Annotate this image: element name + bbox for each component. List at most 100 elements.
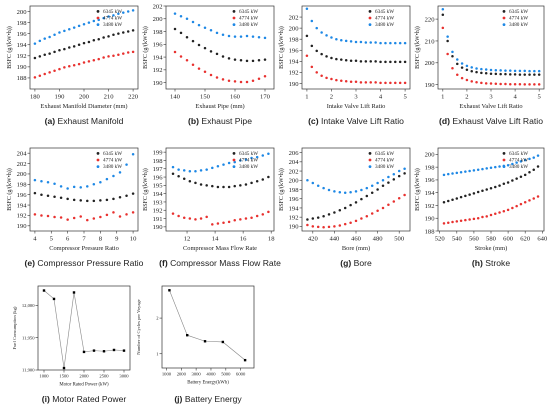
data-point [48,71,51,74]
data-point [398,81,402,85]
data-point [392,178,396,181]
data-point [442,222,446,225]
data-point [374,41,377,44]
data-point [379,60,382,64]
data-point [376,181,379,185]
data-point [245,80,249,84]
x-tick-label: 9 [115,236,119,243]
x-tick-label: 1000 [39,374,49,379]
x-tick-label: 6 [66,236,70,243]
data-point [370,191,374,194]
data-point [216,165,220,168]
data-point [306,218,309,221]
x-tick-label: 4000 [206,372,216,377]
x-tick-label: 580 [486,236,497,243]
data-point [72,291,76,294]
legend-marker [232,10,236,13]
data-point [381,179,385,182]
data-point [360,188,363,192]
data-point [327,213,331,216]
y-tick-label: 196 [153,174,164,181]
data-point [360,197,363,201]
data-point [451,67,454,70]
data-point [215,76,219,79]
data-point [389,81,392,85]
data-point [48,35,51,39]
data-point [455,220,459,223]
data-point [369,41,372,44]
data-point [131,9,135,12]
data-point [112,54,115,58]
y-tick-label: 200 [289,25,300,32]
data-point [92,39,96,42]
data-point [370,184,374,188]
legend-label: 6345 kW [375,9,394,15]
data-point [233,35,237,38]
data-point [53,182,56,186]
data-point [82,350,86,354]
chart-caption: (f) Compressor Mass Flow Rate [159,258,281,268]
data-point [173,27,177,31]
y-tick-label: 190 [153,80,164,87]
x-axis-label: Exhaust Manifold Diameter (mm) [40,103,127,110]
data-point [53,195,56,199]
data-point [112,33,115,37]
data-point [233,160,236,164]
legend-label: 4774 kW [103,16,122,22]
data-point [470,80,473,83]
y-tick-label: 204 [289,159,300,166]
data-point [107,35,110,38]
data-point [38,74,42,77]
y-tick-label: 11,950 [22,335,35,341]
data-point [460,76,464,80]
data-point [205,215,208,219]
caption-letter: (c) [308,116,319,126]
data-point [369,81,372,84]
data-point [335,37,338,41]
x-tick-label: 420 [308,236,319,243]
data-point [263,58,267,61]
legend-marker [232,158,236,162]
data-point [489,82,493,85]
data-point [40,179,43,183]
data-point [451,172,454,175]
data-point [227,220,231,224]
legend-marker [96,158,100,162]
data-point [82,41,86,45]
data-point [99,215,102,219]
data-point [131,211,135,214]
y-tick-label: 192 [289,214,299,221]
caption-text: Intake Valve Lift Ratio [319,116,405,126]
data-point [182,169,186,172]
data-point [33,56,37,60]
y-tick-label: 198 [17,20,28,27]
data-point [460,66,464,69]
data-point [472,217,476,221]
data-point [537,69,541,73]
data-point [53,50,56,54]
x-tick-label: 7 [82,236,86,243]
y-tick-label: 190 [17,64,28,71]
data-point [203,340,207,343]
data-point [197,67,201,70]
x-axis-label: Motor Rated Power (kW) [59,382,109,387]
data-point [191,20,195,24]
data-point [122,52,125,55]
y-tick-label: 2 [156,316,159,321]
x-tick-label: 16 [240,236,247,243]
data-point [506,181,510,184]
y-tick-label: 194 [289,205,300,212]
data-point [456,62,459,66]
data-point [250,181,253,185]
data-point [107,55,110,58]
data-point [131,50,135,54]
y-tick-label: 12,000 [22,303,35,309]
y-tick-label: 192 [153,67,163,74]
data-point [33,42,37,45]
data-point [305,34,309,38]
x-axis-label: Battery Energy(kWh) [187,380,229,385]
data-point [459,171,463,174]
data-point [451,220,454,224]
caption-text: Stroke [483,258,510,268]
data-point [460,62,464,65]
